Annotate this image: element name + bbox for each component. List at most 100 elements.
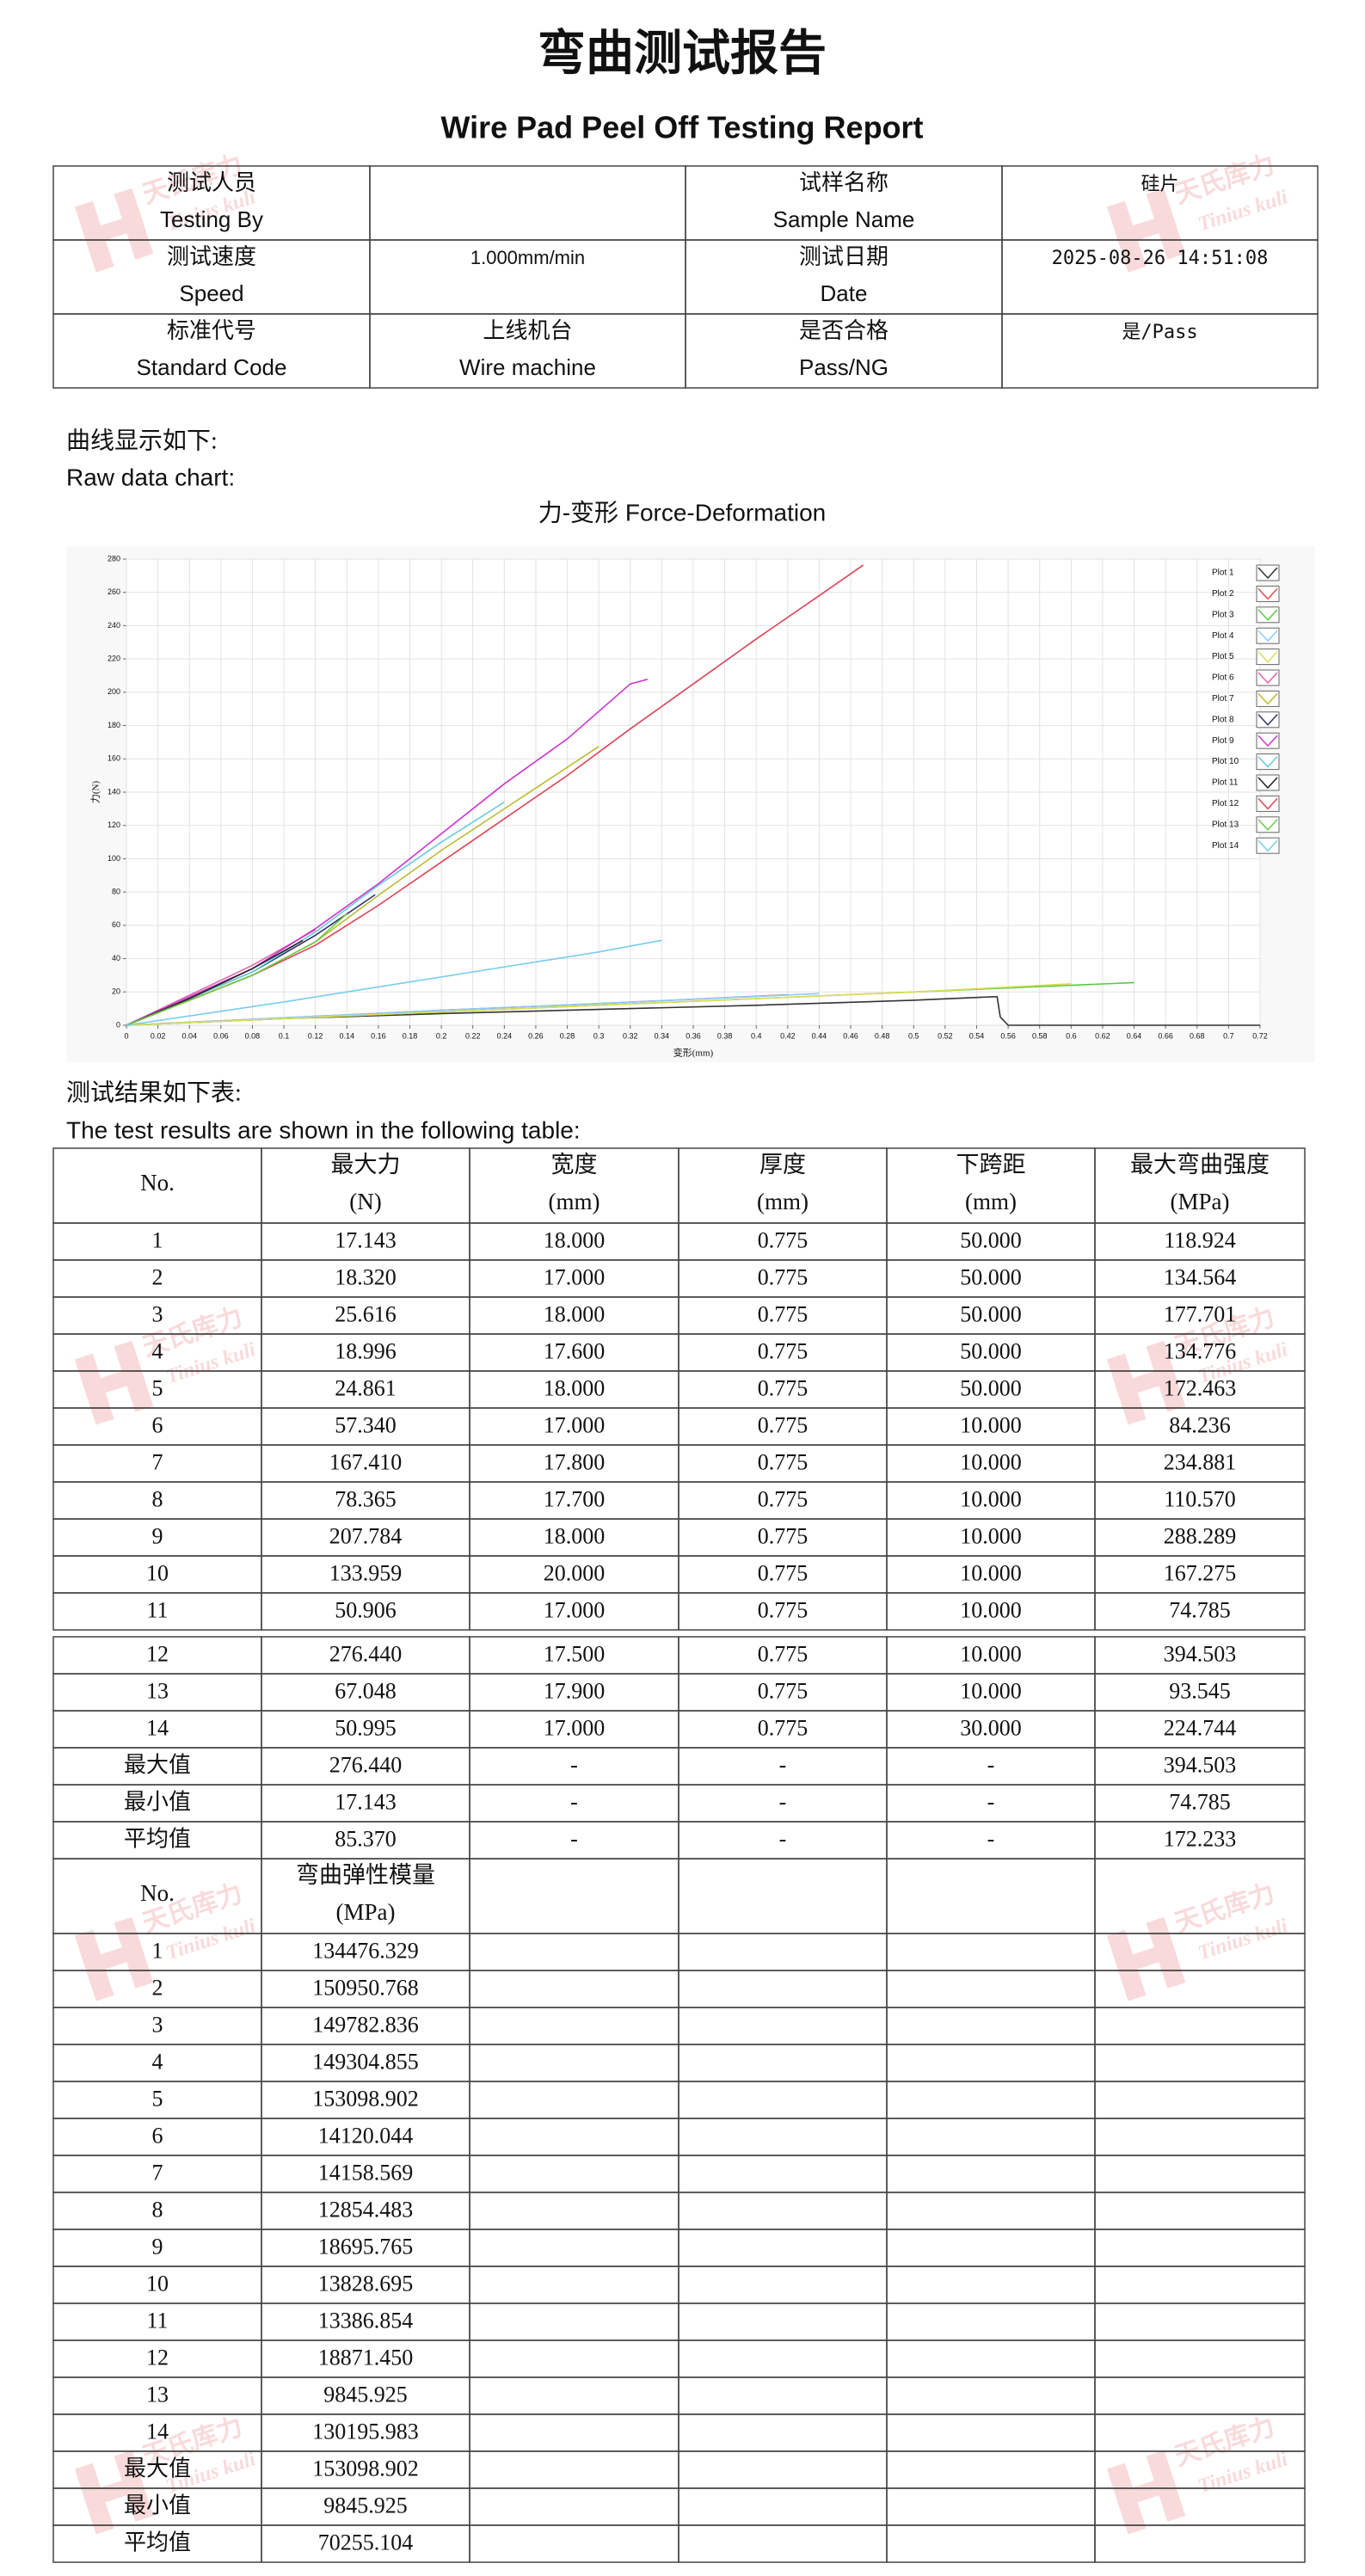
- watermark-logo: [74, 200, 114, 273]
- y-tick-label: 100: [108, 854, 120, 863]
- table-cell-text: 18871.450: [318, 2345, 414, 2370]
- cell-label-cn: 试样名称: [799, 170, 888, 195]
- legend-swatch-line: [1257, 567, 1278, 580]
- legend-swatch: [1256, 564, 1280, 581]
- x-tick-label: 0.34: [655, 1031, 670, 1040]
- table-cell-text: 18.996: [335, 1338, 397, 1363]
- table-cell-text: 50.995: [335, 1715, 397, 1740]
- table-cell: [469, 2339, 679, 2378]
- table-cell: [886, 2376, 1096, 2415]
- table-cell-text: 78.365: [335, 1486, 397, 1511]
- table-cell-text: 74.785: [1169, 1597, 1231, 1622]
- y-tick-label: 240: [108, 621, 120, 630]
- table-cell: [1094, 2118, 1306, 2156]
- report-title-en: Wire Pad Peel Off Testing Report: [440, 110, 923, 145]
- column-header: 弯曲弹性模量: [296, 1862, 435, 1888]
- column-header: 下跨距: [956, 1152, 1026, 1177]
- column-unit: (MPa): [1171, 1189, 1230, 1214]
- legend-swatch: [1256, 669, 1280, 686]
- table-cell-text: 0.775: [758, 1486, 809, 1511]
- cell-label-en: Testing By: [160, 206, 263, 232]
- table-cell-text: 50.000: [960, 1301, 1022, 1326]
- table-cell-text: 0.775: [758, 1449, 809, 1474]
- table-cell-text: 0.775: [758, 1678, 809, 1703]
- legend-swatch: [1256, 816, 1280, 833]
- table-cell-text: 7: [152, 1449, 163, 1474]
- x-tick-label: 0.28: [560, 1031, 575, 1040]
- table-cell-text: 2: [152, 1264, 163, 1289]
- section-heading-cn: 测试结果如下表:: [66, 1079, 242, 1106]
- table-cell-text: 12: [146, 1641, 169, 1666]
- table-cell-text: 74.785: [1169, 1789, 1231, 1814]
- table-cell: [886, 2266, 1096, 2304]
- table-cell-text: 134476.329: [312, 1938, 419, 1963]
- table-cell-text: 17.143: [335, 1789, 397, 1814]
- legend-swatch-line: [1257, 630, 1278, 642]
- table-cell-text: 67.048: [335, 1678, 397, 1703]
- legend-swatch-line: [1257, 839, 1278, 852]
- table-cell-text: 50.000: [960, 1264, 1022, 1289]
- table-cell-text: 14120.044: [318, 2123, 414, 2148]
- table-cell: [678, 2118, 888, 2156]
- table-cell-text: 0.775: [758, 1597, 809, 1622]
- table-cell-text: 50.906: [335, 1597, 397, 1622]
- table-cell-text: 85.370: [335, 1826, 397, 1851]
- table-cell: [1001, 313, 1319, 389]
- y-tick-label: 220: [108, 655, 120, 663]
- watermark-logo: [83, 2475, 145, 2509]
- column-header: 最大力: [331, 1152, 401, 1177]
- table-cell-text: 最小值: [124, 1789, 191, 1814]
- x-tick-label: 0.04: [181, 1031, 197, 1040]
- table-cell: [469, 2376, 679, 2415]
- table-cell-text: 276.440: [329, 1752, 403, 1777]
- table-cell: [678, 2081, 888, 2119]
- y-tick-label: 80: [112, 888, 120, 896]
- table-cell: [369, 165, 686, 241]
- table-cell: [469, 2302, 679, 2341]
- table-cell: [469, 2524, 679, 2563]
- table-cell-text: 24.861: [335, 1375, 397, 1400]
- table-cell: [469, 2413, 679, 2452]
- table-cell-text: 4: [152, 2049, 163, 2074]
- table-cell: [886, 2007, 1096, 2045]
- cell-label-en: Standard Code: [137, 354, 287, 380]
- table-cell-text: 18695.765: [318, 2234, 414, 2259]
- table-cell-text: 0.775: [758, 1301, 809, 1326]
- data-line: [126, 939, 662, 1026]
- table-cell: [1094, 2376, 1306, 2415]
- x-tick-label: 0.48: [875, 1031, 890, 1040]
- x-tick-label: 0.1: [279, 1031, 290, 1040]
- column-header: 最大弯曲强度: [1130, 1152, 1270, 1177]
- x-tick-label: 0.38: [717, 1031, 733, 1040]
- legend-swatch: [1256, 627, 1280, 644]
- table-cell: [469, 2081, 679, 2119]
- data-line: [126, 929, 317, 1026]
- table-cell-text: 0.775: [758, 1264, 809, 1289]
- x-tick-label: 0.4: [751, 1031, 762, 1040]
- table-cell-text: 2: [152, 1975, 163, 2000]
- table-cell: [1094, 2339, 1306, 2378]
- cell-label-en: Date: [821, 280, 868, 306]
- y-tick-label: 180: [108, 721, 120, 729]
- cell-label-cn: 上线机台: [483, 318, 572, 343]
- y-tick-label: 40: [112, 954, 120, 962]
- table-cell-text: 17.000: [544, 1412, 606, 1437]
- table-cell-text: 18.000: [544, 1375, 606, 1400]
- watermark-logo: [1115, 1941, 1177, 1976]
- x-tick-label: 0.64: [1127, 1031, 1142, 1040]
- x-tick-label: 0.54: [969, 1031, 985, 1040]
- table-cell-text: 14158.569: [318, 2160, 414, 2185]
- y-tick-label: 160: [108, 754, 120, 763]
- table-cell-text: 20.000: [544, 1560, 606, 1585]
- table-cell-text: 9: [152, 2234, 163, 2259]
- x-tick-label: 0.7: [1223, 1031, 1234, 1040]
- table-cell: [678, 1933, 888, 1971]
- table-cell: [886, 1970, 1096, 2008]
- table-cell-text: 17.700: [544, 1486, 606, 1511]
- table-cell-text: 167.410: [329, 1449, 403, 1474]
- table-cell-text: 110.570: [1164, 1486, 1236, 1511]
- table-cell-text: 394.503: [1164, 1752, 1237, 1777]
